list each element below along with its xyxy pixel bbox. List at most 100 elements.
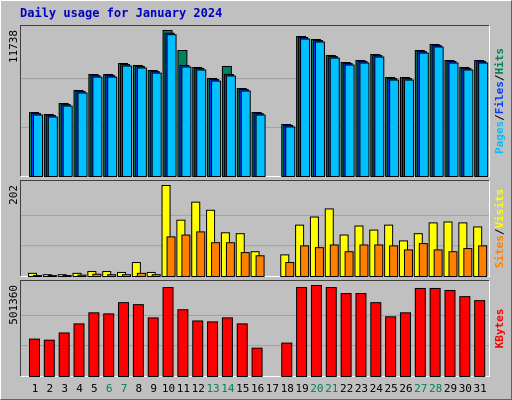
panel-bevel-light: [20, 25, 490, 177]
bar: [77, 274, 87, 278]
bar: [370, 302, 382, 377]
bar: [33, 275, 42, 277]
bar: [122, 274, 132, 278]
legend-separator: /: [493, 114, 506, 121]
legend-separator: /: [493, 74, 506, 81]
bar: [29, 338, 40, 378]
x-tick-label: 17: [266, 382, 279, 395]
bar: [162, 287, 174, 378]
bar: [448, 251, 458, 278]
bar: [103, 313, 115, 378]
bar: [196, 231, 206, 277]
bar: [459, 296, 471, 378]
bar: [300, 38, 311, 177]
bar: [192, 320, 204, 378]
bar: [433, 249, 443, 277]
x-tick-label: 14: [221, 382, 235, 395]
legend: Pages/Files/Hits: [493, 48, 506, 154]
bar: [429, 287, 441, 378]
bar: [43, 339, 55, 377]
bar: [478, 62, 489, 177]
legend: Sites/Visits: [493, 189, 506, 269]
bar: [359, 62, 370, 177]
x-tick-label: 11: [177, 382, 190, 395]
bar: [88, 312, 100, 378]
bar: [151, 72, 162, 177]
bar: [374, 56, 385, 177]
bar: [118, 302, 130, 377]
bar: [225, 75, 236, 177]
x-tick-label: 12: [192, 382, 205, 395]
bar: [166, 236, 176, 277]
x-tick-label: 30: [459, 382, 472, 395]
x-tick-label: 18: [281, 382, 294, 395]
bar: [414, 287, 426, 378]
bar: [181, 234, 191, 278]
bar: [211, 242, 221, 278]
bar: [433, 46, 444, 177]
bar: [92, 273, 102, 278]
panel-bevel-dark: [20, 25, 490, 177]
bar: [255, 114, 266, 178]
bar: [296, 287, 308, 378]
bar: [207, 321, 219, 378]
bar: [92, 76, 103, 177]
bar: [443, 221, 453, 277]
bar: [478, 245, 488, 277]
x-tick-label: 23: [355, 382, 368, 395]
bar: [240, 90, 251, 177]
x-tick-label: 10: [162, 382, 175, 395]
bar: [403, 79, 414, 177]
x-tick-label: 16: [251, 382, 264, 395]
bar: [177, 309, 189, 378]
bar: [33, 114, 43, 178]
bar: [221, 317, 233, 378]
bar: [314, 247, 324, 278]
bar: [77, 92, 88, 177]
x-tick-label: 27: [414, 382, 427, 395]
y-tick-label: 501360: [7, 285, 20, 325]
x-tick-label: 3: [61, 382, 68, 395]
bar: [340, 293, 352, 377]
x-tick-label: 29: [444, 382, 457, 395]
bar: [47, 275, 57, 277]
x-tick-label: 13: [206, 382, 219, 395]
bar: [181, 66, 192, 177]
bar: [236, 323, 248, 377]
x-tick-label: 26: [399, 382, 412, 395]
bar: [136, 67, 147, 177]
bar: [251, 347, 263, 378]
x-tick-label: 8: [136, 382, 143, 395]
legend-entry: Hits: [493, 48, 506, 75]
bar: [122, 65, 133, 177]
bar: [211, 80, 222, 177]
bar: [28, 272, 37, 277]
bar: [448, 62, 459, 177]
panel-bevel-light: [20, 280, 490, 377]
panel-bevel-dark: [20, 180, 490, 277]
bar: [418, 243, 428, 277]
bar: [310, 285, 322, 377]
legend-entry: Visits: [493, 189, 506, 229]
bar: [444, 289, 456, 377]
bar: [418, 52, 429, 177]
bar: [102, 271, 112, 278]
bar: [62, 275, 72, 277]
bar: [314, 41, 325, 178]
bar: [107, 274, 117, 278]
x-tick-label: 24: [370, 382, 384, 395]
legend-entry: KBytes: [493, 309, 506, 349]
bar: [324, 208, 334, 277]
bar: [300, 245, 310, 277]
chart-title: Daily usage for January 2024: [20, 6, 222, 20]
bar: [389, 79, 400, 177]
legend-entry: Files: [493, 81, 506, 114]
x-tick-label: 6: [106, 382, 113, 395]
bar: [281, 342, 293, 378]
x-tick-label: 31: [474, 382, 487, 395]
bar: [147, 317, 159, 378]
x-tick-label: 19: [295, 382, 308, 395]
bar: [73, 323, 85, 377]
bar: [329, 244, 339, 277]
